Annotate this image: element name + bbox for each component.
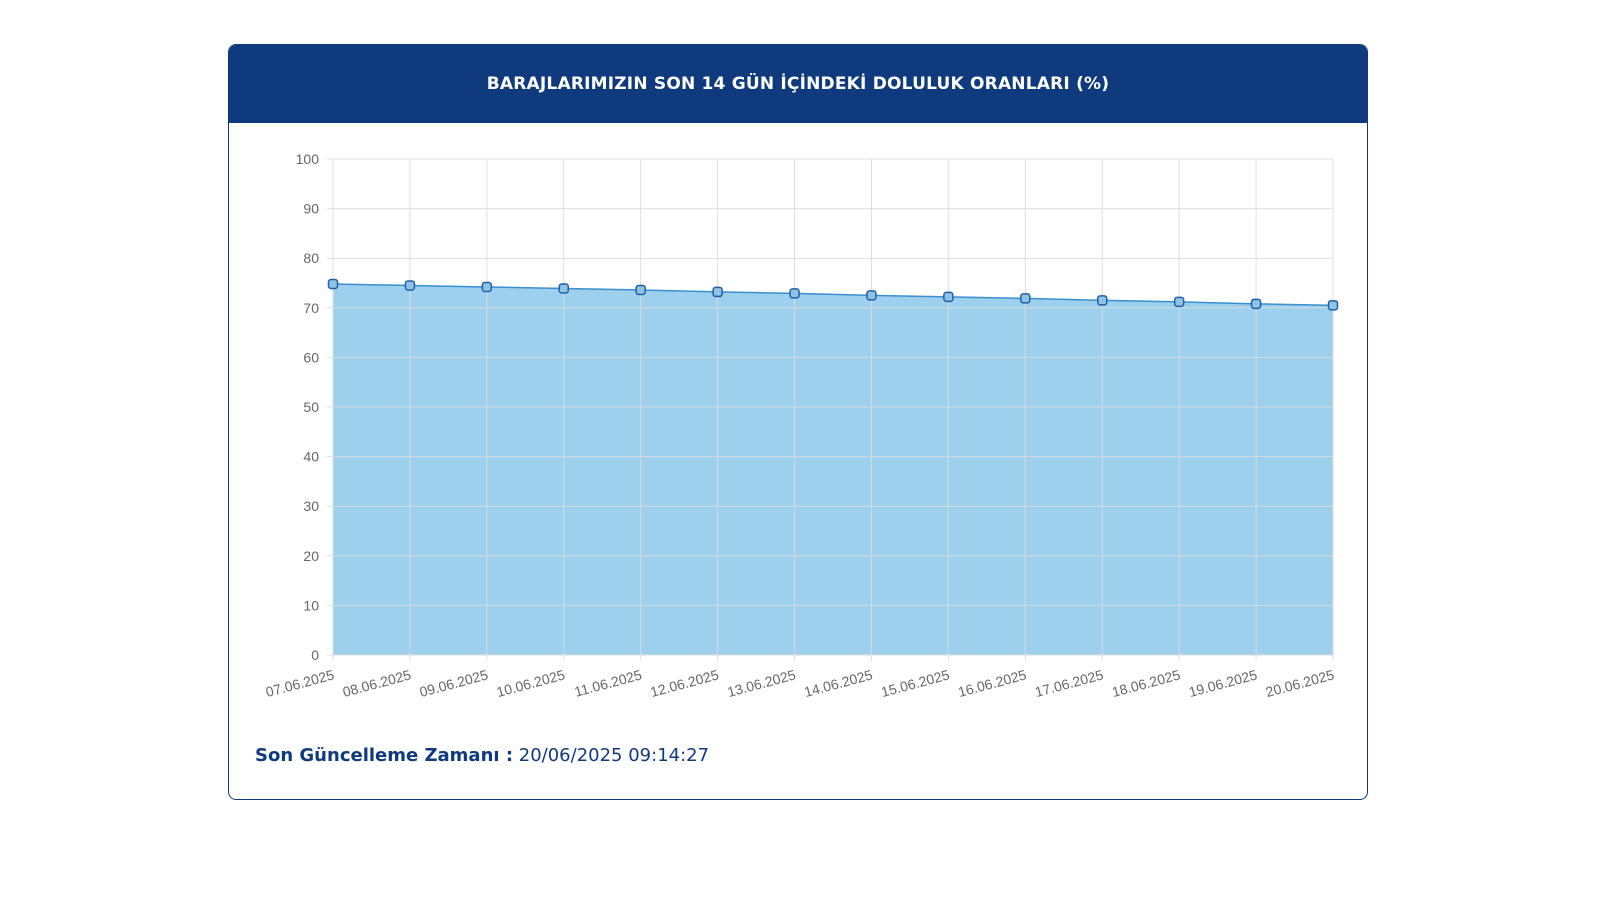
- chart-card: BARAJLARIMIZIN SON 14 GÜN İÇİNDEKİ DOLUL…: [228, 44, 1368, 800]
- data-point: [1250, 298, 1262, 310]
- data-point: [712, 286, 723, 298]
- data-point: [866, 290, 877, 301]
- y-tick-label: 80: [303, 250, 319, 266]
- y-tick-label: 20: [303, 548, 319, 564]
- last-update-value: 20/06/2025 09:14:27: [518, 745, 710, 766]
- data-point: [1327, 300, 1339, 311]
- x-tick-label: 10.06.2025: [495, 666, 567, 700]
- last-update-label: Son Güncelleme Zamanı :: [255, 745, 514, 766]
- data-point: [635, 284, 646, 296]
- area-chart: 0 10 20 30 40 50 60 70 80 90 100 07.06.2025 08.06.20…: [264, 151, 1339, 700]
- x-tick-label: 12.06.2025: [649, 666, 721, 700]
- chart-header: BARAJLARIMIZIN SON 14 GÜN İÇİNDEKİ DOLUL…: [229, 45, 1367, 123]
- data-point: [943, 291, 954, 303]
- data-point: [327, 278, 339, 290]
- y-tick-label: 10: [303, 597, 319, 613]
- x-tick-label: 18.06.2025: [1110, 666, 1182, 700]
- x-tick-label: 14.06.2025: [802, 666, 874, 700]
- y-tick-label: 100: [296, 151, 320, 167]
- last-update: Son Güncelleme Zamanı : 20/06/2025 09:14…: [255, 745, 709, 766]
- y-tick-label: 40: [303, 449, 319, 465]
- y-tick-label: 70: [303, 300, 319, 316]
- x-tick-label: 19.06.2025: [1187, 666, 1259, 700]
- x-tick-label: 13.06.2025: [725, 666, 797, 700]
- series-line: [332, 283, 1334, 307]
- data-point: [1173, 296, 1185, 308]
- y-tick-label: 60: [303, 349, 319, 365]
- data-point: [789, 288, 800, 299]
- chart-title: BARAJLARIMIZIN SON 14 GÜN İÇİNDEKİ DOLUL…: [486, 74, 1110, 94]
- series-area: [333, 283, 1333, 655]
- y-tick-label: 30: [303, 498, 319, 514]
- y-tick-label: 0: [311, 647, 319, 663]
- chart-area: 0 10 20 30 40 50 60 70 80 90 100 07.06.2025 08.06.20…: [229, 123, 1366, 743]
- y-tick-label: 90: [303, 201, 319, 217]
- x-tick-label: 07.06.2025: [264, 666, 336, 700]
- data-point: [404, 280, 416, 291]
- data-point: [1020, 293, 1031, 304]
- data-point: [1096, 295, 1108, 306]
- x-tick-label: 11.06.2025: [573, 666, 644, 699]
- data-point: [558, 283, 570, 294]
- x-tick-label: 20.06.2025: [1264, 666, 1336, 700]
- x-tick-label: 15.06.2025: [879, 666, 951, 700]
- x-tick-label: 09.06.2025: [418, 666, 490, 700]
- x-tick-label: 17.06.2025: [1033, 666, 1105, 700]
- data-point: [481, 281, 493, 293]
- x-tick-label: 08.06.2025: [341, 666, 413, 700]
- x-tick-label: 16.06.2025: [956, 666, 1028, 700]
- y-tick-label: 50: [303, 399, 319, 415]
